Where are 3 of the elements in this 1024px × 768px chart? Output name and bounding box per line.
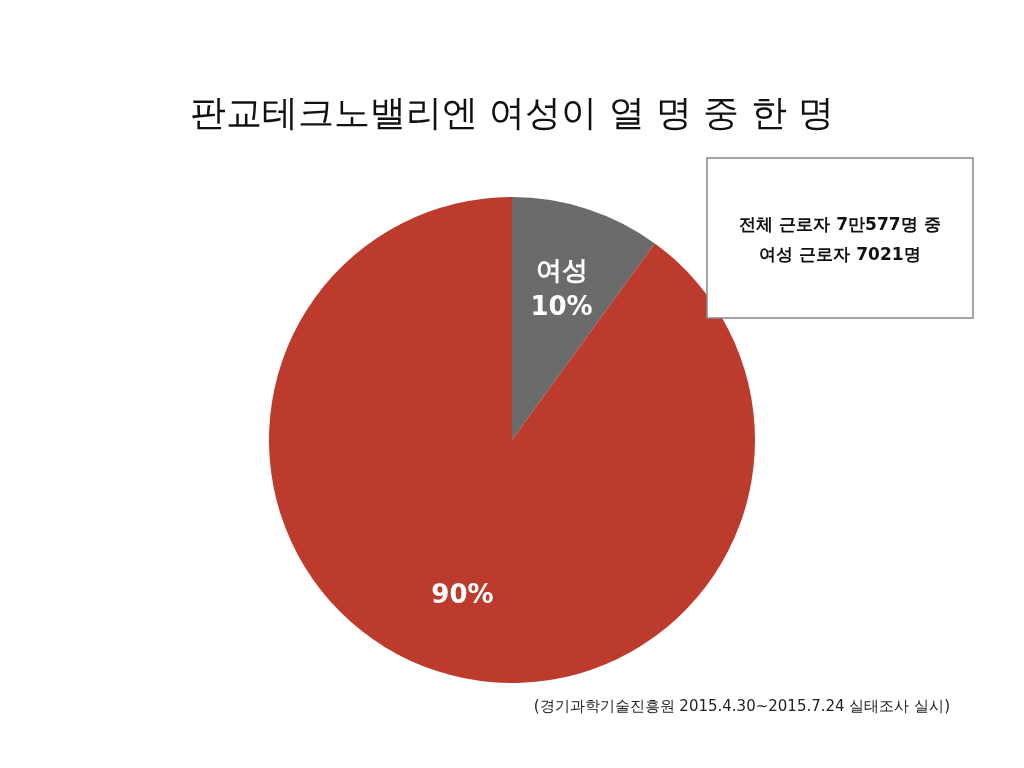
text: (경기과학기술진흥원 2015.4.30~2015.7.24 실태조사 실시) xyxy=(533,697,950,715)
chart-title: 판교테크노밸리엔 여성이 열 명 중 한 명 xyxy=(189,92,835,133)
text: 전체 근로자 7만577명 중 여성 근로자 7021명 xyxy=(739,214,941,264)
